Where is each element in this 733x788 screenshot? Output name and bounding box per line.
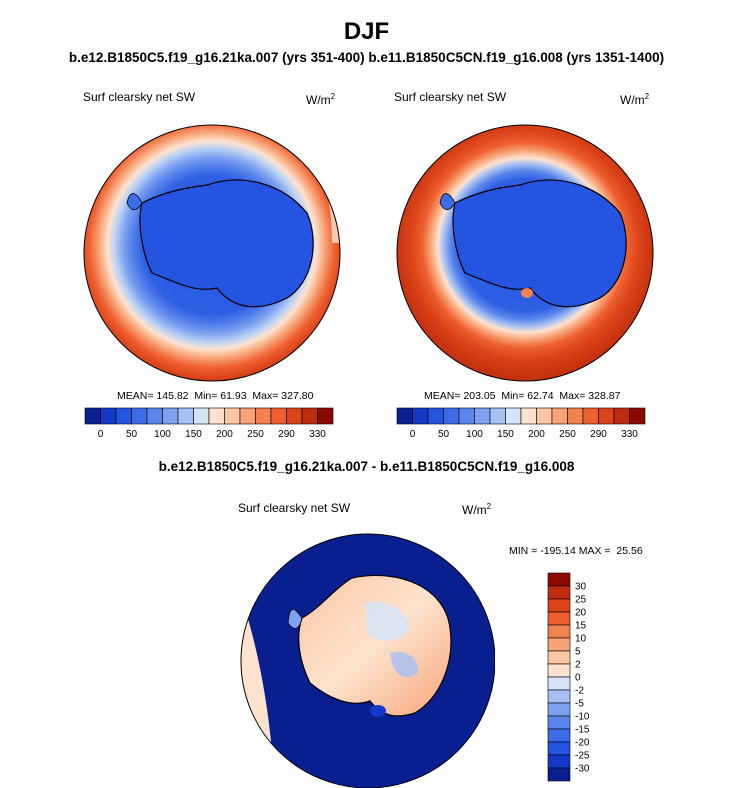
panel-1-colorbar-bin: [208, 407, 225, 425]
panel-1-label: Surf clearsky net SW: [83, 90, 196, 104]
panel-1-colorbar-bin: [146, 407, 163, 425]
panel-2-colorbar-bin: [443, 407, 460, 425]
diff-colorbar-tick-label: -5: [575, 699, 584, 710]
diff-colorbar-tick-label: 25: [575, 595, 587, 606]
panel-2-colorbar-tick-label: 290: [590, 429, 607, 440]
diff-panel-units: W/m2: [462, 502, 492, 517]
panel-2-colorbar-bin: [520, 407, 537, 425]
panel-1-colorbar-bin: [224, 407, 241, 425]
panel-2-colorbar-bin: [582, 407, 599, 425]
diff-colorbar-bin: [547, 676, 571, 691]
diff-colorbar-bin: [547, 728, 571, 743]
diff-colorbar-tick-label: 30: [575, 582, 587, 593]
diff-colorbar-tick-label: -10: [575, 712, 590, 723]
diff-colorbar-tick-label: -15: [575, 725, 590, 736]
panel-2-colorbar-bin: [613, 407, 630, 425]
panel-1-colorbar-tick-label: 100: [154, 429, 171, 440]
diff-colorbar-tick-label: 5: [575, 647, 581, 658]
panel-2-ross-ice-shelf-anomaly: [521, 288, 533, 298]
panel-2-colorbar-bin: [427, 407, 444, 425]
panel-2-colorbar-bin: [536, 407, 553, 425]
panel-1-colorbar-tick-label: 150: [185, 429, 202, 440]
diff-colorbar-tick-label: 20: [575, 608, 587, 619]
panel-2-colorbar-bin: [629, 407, 646, 425]
panel-2-colorbar-bin: [458, 407, 475, 425]
diff-colorbar-tick-label: -2: [575, 686, 584, 697]
panel-1-colorbar-tick-label: 330: [309, 429, 326, 440]
diff-colorbar-bin: [547, 767, 571, 782]
diff-colorbar-tick-label: -25: [575, 751, 590, 762]
difference-title: b.e12.B1850C5.f19_g16.21ka.007 - b.e11.B…: [158, 459, 575, 474]
diff-colorbar-bin: [547, 702, 571, 717]
panel-1-colorbar-bin: [162, 407, 179, 425]
diff-colorbar-bin: [547, 741, 571, 756]
panel-2-colorbar-bin: [505, 407, 522, 425]
panel-2-colorbar-tick-label: 150: [497, 429, 514, 440]
panel-1-colorbar-tick-label: 290: [278, 429, 295, 440]
panel-2-units: W/m2: [620, 92, 650, 107]
panel-2-colorbar-tick-label: 100: [466, 429, 483, 440]
panel-2-colorbar: 0 50 100 150 200 250 290 330: [396, 407, 646, 440]
diff-colorbar-bin: [547, 663, 571, 678]
panel-1-colorbar-bin: [115, 407, 132, 425]
diff-colorbar-bin: [547, 689, 571, 704]
panel-1-colorbar-bin: [177, 407, 194, 425]
panel-2-colorbar-bin: [598, 407, 615, 425]
panel-2-colorbar-bin: [489, 407, 506, 425]
panel-1-colorbar-tick-label: 50: [126, 429, 138, 440]
diff-colorbar-bin: [547, 598, 571, 613]
diff-colorbar-tick-label: -20: [575, 738, 590, 749]
panel-1-colorbar-tick-label: 200: [216, 429, 233, 440]
panel-2-map: [396, 124, 654, 382]
diff-colorbar-bin: [547, 585, 571, 600]
panel-1-colorbar-bin: [301, 407, 318, 425]
panel-2-colorbar-bin: [567, 407, 584, 425]
diff-panel-label: Surf clearsky net SW: [238, 501, 351, 515]
diff-panel-map: [240, 533, 495, 788]
figure-subtitle: b.e12.B1850C5.f19_g16.21ka.007 (yrs 351-…: [68, 50, 665, 65]
panel-1-map: [83, 124, 341, 382]
panel-2-colorbar-bin: [551, 407, 568, 425]
panel-2-colorbar-bin: [474, 407, 491, 425]
diff-colorbar-tick-label: -30: [575, 764, 590, 775]
panel-2-colorbar-tick-label: 250: [559, 429, 576, 440]
panel-2-colorbar-tick-label: 200: [528, 429, 545, 440]
panel-1-colorbar-bin: [286, 407, 303, 425]
diff-colorbar-bin: [547, 572, 571, 587]
panel-1-colorbar-tick-label: 0: [98, 429, 104, 440]
diff-colorbar-tick-label: 0: [575, 673, 581, 684]
diff-colorbar-bin: [547, 637, 571, 652]
panel-2-label: Surf clearsky net SW: [394, 90, 507, 104]
panel-1-units: W/m2: [306, 92, 336, 107]
diff-colorbar-tick-label: 10: [575, 634, 587, 645]
panel-1-colorbar-bin: [193, 407, 210, 425]
panel-1-colorbar-bin: [317, 407, 334, 425]
diff-colorbar-bin: [547, 611, 571, 626]
panel-2-colorbar-tick-label: 0: [410, 429, 416, 440]
panel-1-colorbar-bin: [239, 407, 256, 425]
diff-colorbar-bin: [547, 754, 571, 769]
panel-2-stats: MEAN= 203.05 Min= 62.74 Max= 328.87: [424, 390, 621, 402]
figure-title: DJF: [343, 18, 390, 45]
diff-colorbar-tick-label: 15: [575, 621, 587, 632]
panel-1-colorbar-bin: [270, 407, 287, 425]
panel-2-colorbar-tick-label: 330: [621, 429, 638, 440]
panel-1-stats: MEAN= 145.82 Min= 61.93 Max= 327.80: [117, 390, 314, 402]
panel-2-colorbar-bin: [396, 407, 413, 425]
diff-colorbar-tick-label: 2: [575, 660, 581, 671]
diff-colorbar-bin: [547, 650, 571, 665]
panel-1-colorbar-bin: [100, 407, 117, 425]
diff-panel-stats: MIN = -195.14 MAX = 25.56: [509, 545, 643, 557]
panel-1-colorbar-bin: [84, 407, 101, 425]
panel-1-colorbar-bin: [255, 407, 272, 425]
panel-1-colorbar-bin: [131, 407, 148, 425]
panel-2-colorbar-tick-label: 50: [438, 429, 450, 440]
panel-2-colorbar-bin: [412, 407, 429, 425]
panel-1-colorbar: 0 50 100 150 200 250 290 330: [84, 407, 334, 440]
diff-colorbar-bin: [547, 715, 571, 730]
diff-ross-ice-shelf-anomaly: [370, 705, 386, 717]
diff-colorbar-bin: [547, 624, 571, 639]
panel-1-colorbar-tick-label: 250: [247, 429, 264, 440]
